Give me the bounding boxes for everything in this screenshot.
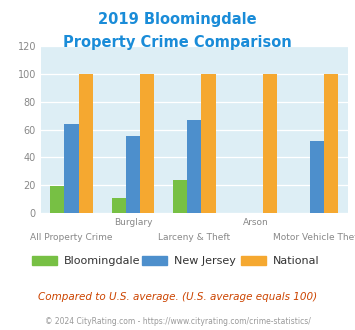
Text: © 2024 CityRating.com - https://www.cityrating.com/crime-statistics/: © 2024 CityRating.com - https://www.city… [45, 317, 310, 326]
Text: All Property Crime: All Property Crime [30, 233, 113, 242]
Text: 2019 Bloomingdale: 2019 Bloomingdale [98, 12, 257, 26]
Bar [310, 141, 324, 213]
Text: Motor Vehicle Theft: Motor Vehicle Theft [273, 233, 355, 242]
Text: New Jersey: New Jersey [174, 256, 236, 266]
Bar [65, 124, 78, 213]
Text: Arson: Arson [243, 218, 269, 227]
Bar [78, 74, 93, 213]
Bar [324, 74, 338, 213]
Bar [140, 74, 154, 213]
Text: Property Crime Comparison: Property Crime Comparison [63, 35, 292, 50]
Bar [187, 120, 201, 213]
Bar [112, 198, 126, 213]
Text: Compared to U.S. average. (U.S. average equals 100): Compared to U.S. average. (U.S. average … [38, 292, 317, 302]
Text: Burglary: Burglary [114, 218, 152, 227]
Bar [201, 74, 215, 213]
Text: Larceny & Theft: Larceny & Theft [158, 233, 230, 242]
Bar [50, 186, 65, 213]
Bar [263, 74, 277, 213]
Bar [126, 137, 140, 213]
Text: National: National [273, 256, 320, 266]
Text: Bloomingdale: Bloomingdale [64, 256, 140, 266]
Bar [173, 180, 187, 213]
